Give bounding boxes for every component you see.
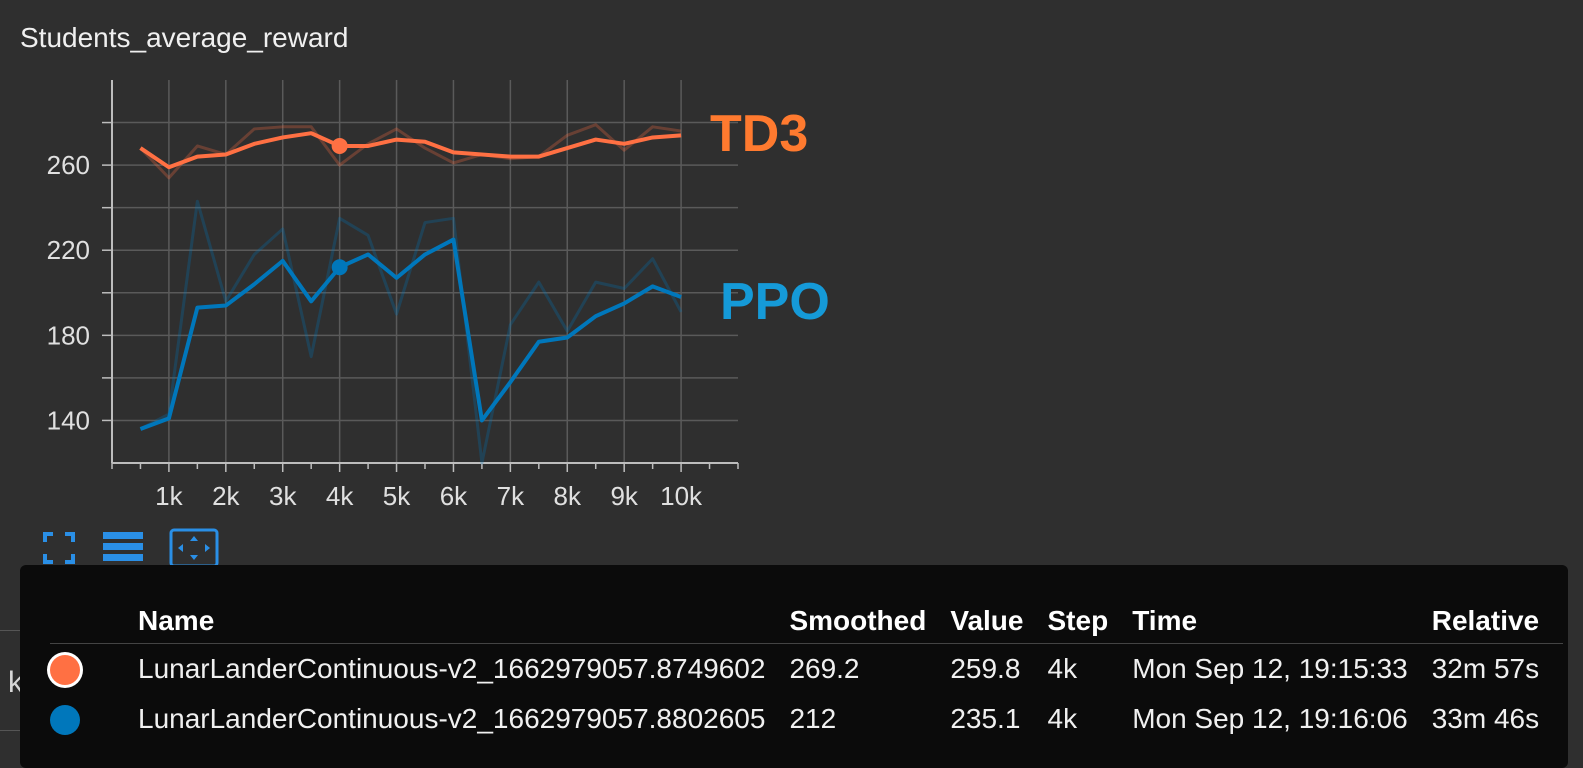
series-dot-icon [50, 655, 80, 686]
x-tick-label: 10k [660, 481, 703, 511]
relative-value: 33m 46s [1431, 703, 1540, 734]
series-0-raw-line [139, 123, 682, 180]
raw-value: 235.1 [950, 703, 1021, 734]
x-tick-label: 5k [383, 481, 411, 511]
time-value: Mon Sep 12, 19:16:06 [1132, 703, 1408, 734]
col-time: Time [1132, 605, 1198, 636]
col-step: Step [1047, 605, 1109, 636]
series-dot-icon [50, 705, 80, 736]
line-chart[interactable]: 1k 2k 3k 4k 5k 6k 7k 8k 9k 10k 140 180 220 260 [0, 60, 860, 520]
step-value: 4k [1047, 703, 1078, 734]
step-value: 4k [1047, 643, 1133, 694]
tooltip-row: LunarLanderContinuous-v2_1662979057.8749… [50, 643, 1564, 694]
tooltip-table: Name Smoothed Value Step Time Relative L… [50, 599, 1564, 744]
chart-title: Students_average_reward [20, 22, 349, 53]
fit-domain-icon [169, 528, 219, 568]
raw-value: 259.8 [950, 643, 1048, 694]
annotation-ppo: PPO [720, 273, 830, 331]
smoothed-value: 212 [789, 703, 837, 734]
y-tick-label: 260 [47, 150, 90, 180]
col-relative: Relative [1431, 605, 1540, 636]
series-1-hover-point [331, 259, 348, 276]
toggle-data-table-button[interactable] [100, 528, 146, 568]
annotation-td3: TD3 [710, 105, 809, 163]
chart-tooltip: Name Smoothed Value Step Time Relative L… [20, 565, 1568, 768]
fit-domain-button[interactable] [168, 528, 220, 568]
series-0-smoothed-line [139, 131, 682, 170]
data-table-icon [103, 532, 143, 561]
col-smoothed: Smoothed [789, 605, 927, 636]
col-color [50, 599, 138, 644]
series-color [50, 643, 138, 694]
divider [0, 730, 30, 731]
smoothed-value: 269.2 [789, 643, 951, 694]
x-tick-label: 4k [326, 481, 354, 511]
series-name: LunarLanderContinuous-v2_1662979057.8749… [138, 643, 790, 694]
relative-value: 32m 57s [1431, 643, 1564, 694]
tooltip-row: LunarLanderContinuous-v2_1662979057.8802… [50, 694, 1563, 744]
y-tick-label: 220 [47, 235, 90, 265]
fullscreen-icon [43, 532, 75, 564]
x-tick-label: 3k [269, 481, 297, 511]
x-tick-label: 2k [212, 481, 240, 511]
time-value: Mon Sep 12, 19:15:33 [1132, 643, 1432, 694]
divider [0, 630, 30, 631]
series-1-raw-line [139, 199, 683, 465]
series-0-hover-point [331, 137, 348, 154]
y-tick-label: 140 [47, 405, 90, 435]
col-value: Value [950, 605, 1024, 636]
x-tick-label: 8k [554, 481, 582, 511]
y-tick-label: 180 [47, 320, 90, 350]
x-tick-label: 6k [440, 481, 468, 511]
series-color [50, 694, 138, 744]
x-tick-label: 9k [610, 481, 638, 511]
series-1-smoothed-line [139, 237, 682, 431]
x-tick-label: 1k [155, 481, 183, 511]
x-tick-label: 7k [497, 481, 525, 511]
col-name: Name [138, 605, 215, 636]
series-name: LunarLanderContinuous-v2_1662979057.8802… [138, 703, 766, 734]
fullscreen-button[interactable] [36, 528, 82, 568]
